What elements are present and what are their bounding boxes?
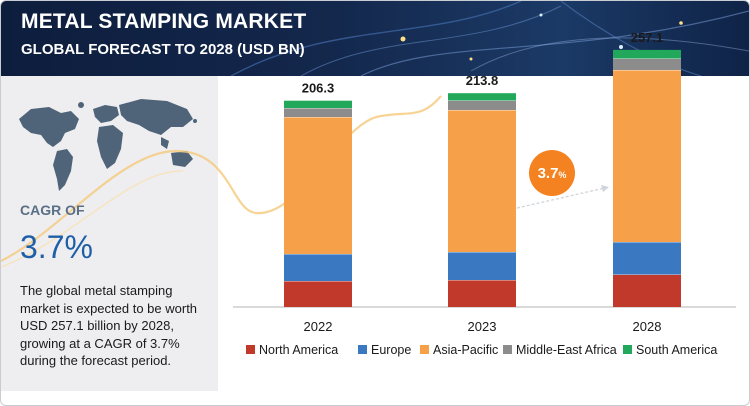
legend-label-north-america: North America <box>259 343 338 357</box>
legend-label-middle-east-africa: Middle-East Africa <box>516 343 617 357</box>
growth-arrow-head <box>601 185 609 192</box>
legend-label-asia-pacific: Asia-Pacific <box>433 343 498 357</box>
banner-light-streaks <box>230 1 749 76</box>
legend: North America Europe Asia-Pacific Middle-Ea… <box>246 343 717 357</box>
header-banner: METAL STAMPING MARKET GLOBAL FORECAST TO… <box>1 1 749 76</box>
bar-middle-east-africa-2022 <box>284 108 352 117</box>
cagr-value: 3.7% <box>20 229 93 265</box>
bar-north-america-2023 <box>448 280 516 307</box>
bar-south-america-2028 <box>613 49 681 59</box>
bar-asia-pacific-2022 <box>284 117 352 254</box>
cagr-label: CAGR OF <box>20 202 85 218</box>
bar-south-america-2023 <box>448 93 516 101</box>
x-tick-label-2022: 2022 <box>304 319 333 334</box>
bar-europe-2023 <box>448 252 516 280</box>
total-label-2022: 206.3 <box>302 81 335 96</box>
bar-asia-pacific-2028 <box>613 70 681 242</box>
legend-label-south-america: South America <box>636 343 717 357</box>
bar-europe-2028 <box>613 242 681 275</box>
legend-swatch-middle-east-africa <box>503 345 512 354</box>
bar-north-america-2022 <box>284 281 352 307</box>
growth-badge <box>529 150 575 196</box>
total-label-2028: 257.1 <box>631 30 664 45</box>
growth-badge-text: 3.7% <box>538 165 567 182</box>
growth-arrow <box>516 186 610 209</box>
x-tick-label-2023: 2023 <box>468 319 497 334</box>
page-subtitle: GLOBAL FORECAST TO 2028 (USD BN) <box>21 41 305 58</box>
bar-south-america-2022 <box>284 100 352 108</box>
bar-europe-2022 <box>284 254 352 281</box>
market-description: The global metal stamping market is expe… <box>20 283 198 368</box>
world-map-icon <box>19 99 197 191</box>
labels-group: 206.3 2022 213.8 2023 257.1 2028 <box>302 30 664 334</box>
legend-swatch-europe <box>358 345 367 354</box>
decorative-swoosh-2 <box>1 170 184 268</box>
legend-swatch-south-america <box>623 345 632 354</box>
legend-swatch-asia-pacific <box>420 345 429 354</box>
total-label-2023: 213.8 <box>466 73 499 88</box>
legend-label-europe: Europe <box>371 343 411 357</box>
bar-middle-east-africa-2023 <box>448 100 516 110</box>
x-tick-label-2028: 2028 <box>633 319 662 334</box>
bar-north-america-2028 <box>613 274 681 307</box>
bar-asia-pacific-2023 <box>448 110 516 252</box>
legend-swatch-north-america <box>246 345 255 354</box>
bars-group <box>284 49 681 307</box>
decorative-swoosh <box>1 95 442 262</box>
bar-middle-east-africa-2028 <box>613 58 681 70</box>
page-title: METAL STAMPING MARKET <box>21 10 307 33</box>
